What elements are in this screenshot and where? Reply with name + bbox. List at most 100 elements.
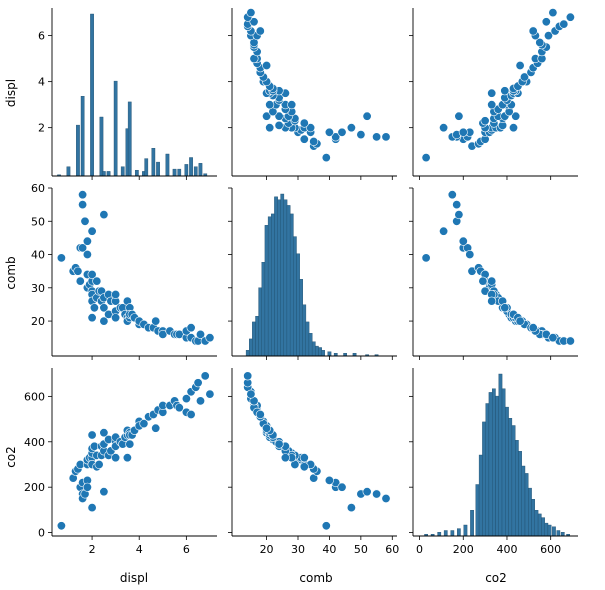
scatter-point: [255, 409, 265, 419]
scatter-point: [372, 489, 382, 499]
x-axis-label-co2: co2: [485, 571, 507, 585]
scatter-point: [82, 482, 92, 492]
scatter-point: [458, 236, 468, 246]
histogram-bar: [315, 345, 319, 357]
histogram-bar: [193, 166, 198, 177]
histogram-bar: [255, 316, 259, 357]
scatter-point: [452, 200, 462, 210]
scatter-point: [125, 439, 135, 449]
cell-comb-vs-co2: [409, 187, 578, 360]
cell-displ-vs-displ: 2 4 6: [38, 8, 217, 180]
histogram-bar: [245, 350, 250, 357]
scatter-point: [78, 243, 88, 253]
scatter-point: [346, 503, 356, 513]
histogram-bar: [488, 392, 493, 537]
histogram-bar: [258, 287, 263, 357]
histogram-bar: [321, 350, 325, 357]
histogram-bar: [248, 338, 253, 357]
scatter-point: [139, 419, 149, 429]
scatter-point: [515, 60, 525, 70]
x-tick-label: 20: [260, 543, 274, 556]
scatter-point: [346, 123, 356, 133]
histogram-bar: [531, 499, 535, 537]
scatter-point: [337, 482, 347, 492]
scatter-point: [73, 266, 83, 276]
scatter-point: [262, 60, 272, 70]
histogram-bar: [443, 530, 448, 537]
scatter-point: [500, 303, 510, 313]
scatter-point: [439, 226, 449, 236]
histogram-bar: [515, 440, 519, 537]
y-tick-label: 50: [31, 215, 45, 228]
scatter-point: [487, 100, 497, 110]
scatter-point: [89, 303, 99, 313]
histogram-bar: [541, 517, 545, 537]
histogram-bar: [302, 304, 307, 357]
histogram-bar: [311, 341, 316, 357]
scatter-point: [487, 88, 497, 98]
scatter-point: [458, 127, 468, 137]
scatter-point: [87, 269, 97, 279]
histogram-bar: [495, 395, 499, 537]
histogram-bar: [528, 487, 532, 537]
histogram-bar: [80, 95, 85, 177]
histogram-bar: [184, 164, 189, 177]
y-tick-label: 20: [31, 315, 45, 328]
histogram-bar: [457, 528, 461, 537]
x-tick-label: 30: [291, 543, 305, 556]
histogram-bar: [524, 473, 529, 537]
scatter-point: [306, 123, 316, 133]
histogram-bar: [508, 418, 513, 537]
histogram-bar: [101, 171, 106, 177]
scatter-point: [82, 236, 92, 246]
histogram-bar: [274, 196, 278, 357]
histogram-bar: [534, 510, 539, 537]
histogram-bar: [165, 153, 170, 177]
scatter-point: [174, 403, 184, 413]
scatter-point: [200, 371, 210, 381]
scatter-point: [151, 423, 161, 433]
scatter-point: [78, 200, 88, 210]
scatter-point: [565, 12, 575, 22]
scatter-point: [265, 100, 275, 110]
histogram-bar: [305, 321, 310, 357]
scatter-point: [205, 389, 215, 399]
scatter-point: [196, 329, 206, 339]
scatter-point: [287, 100, 297, 110]
x-axis-label-comb: comb: [299, 571, 332, 585]
scatter-point: [372, 132, 382, 142]
y-tick-label: 600: [24, 390, 45, 403]
cell-comb-vs-comb: [228, 187, 397, 360]
y-tick-label: 40: [31, 249, 45, 262]
histogram-bar: [289, 213, 294, 357]
scatter-point: [99, 316, 109, 326]
scatter-point: [99, 303, 109, 313]
scatter-point: [94, 459, 104, 469]
histogram-bar: [544, 522, 549, 537]
histogram-bar: [189, 157, 193, 177]
y-axis-label-displ: displ: [4, 79, 18, 107]
scatter-point: [82, 250, 92, 260]
scatter-point: [186, 323, 196, 333]
y-axis-label-co2: co2: [4, 446, 18, 468]
scatter-point: [454, 111, 464, 121]
scatter-point: [75, 276, 85, 286]
y-tick-label: 4: [38, 76, 45, 89]
y-tick-label: 200: [24, 481, 45, 494]
x-tick-label: 6: [183, 543, 190, 556]
scatter-point: [205, 333, 215, 343]
scatter-point: [262, 423, 272, 433]
scatter-point: [299, 118, 309, 128]
histogram-bar: [560, 532, 565, 537]
scatter-point: [324, 475, 334, 485]
scatter-point: [243, 371, 253, 381]
axis-labels: displ comb co2 displ comb co2: [4, 79, 507, 585]
scatter-point: [56, 253, 66, 263]
scatter-point: [362, 487, 372, 497]
histogram-bar: [277, 199, 281, 357]
histogram-bar: [264, 225, 269, 357]
x-tick-label: 60: [385, 543, 399, 556]
histogram-bar: [308, 333, 313, 357]
scatter-point: [246, 389, 256, 399]
scatter-point: [87, 313, 97, 323]
